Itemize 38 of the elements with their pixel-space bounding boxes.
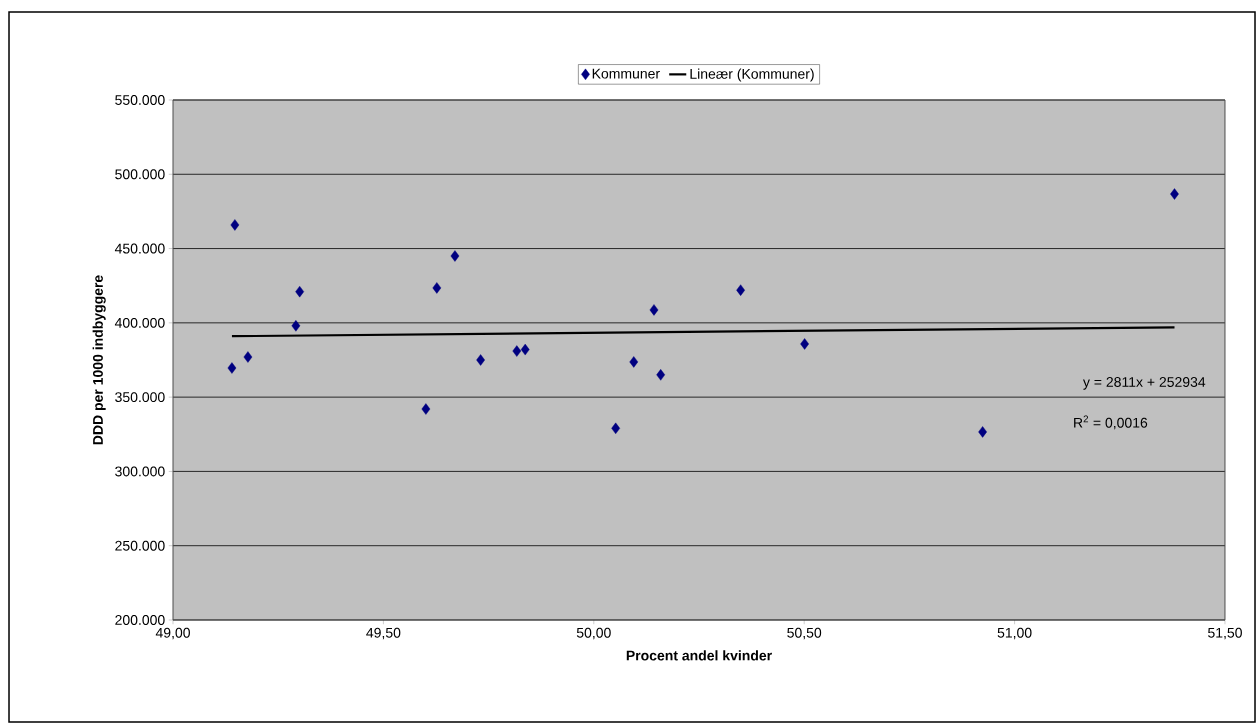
point	[421, 403, 431, 415]
point	[432, 282, 442, 294]
legend-label: Lineær (Kommuner)	[690, 68, 814, 82]
y-tick-label: 550.000	[115, 95, 165, 105]
y-tick-label: 250.000	[115, 540, 165, 551]
x-axis-title: Procent andel kvinder	[626, 650, 772, 661]
point	[978, 426, 987, 438]
annotation: R$^{2}$ = 0,0016	[1074, 415, 1148, 430]
point	[450, 250, 460, 262]
y-axis-title: DDD per 1000 indbyggere	[92, 275, 106, 445]
point	[227, 362, 237, 374]
x-tick-label: 50,00	[576, 627, 611, 640]
point	[230, 219, 240, 231]
point	[629, 356, 639, 368]
point	[649, 304, 659, 316]
y-tick-label: 500.000	[115, 169, 165, 180]
x-tick-label: 49,50	[366, 627, 401, 640]
point	[476, 354, 485, 366]
y-tick-label: 200.000	[115, 615, 165, 625]
point	[512, 345, 522, 357]
point	[736, 284, 745, 296]
point	[291, 320, 301, 332]
point	[656, 369, 666, 381]
point	[611, 422, 621, 435]
x-tick-label: 51,50	[1208, 627, 1242, 640]
y-tick-label: 350.000	[115, 392, 165, 403]
annotation: y = 2811x + 252934	[1082, 377, 1206, 390]
x-tick-label: 50,50	[787, 627, 822, 640]
y-tick-label: 300.000	[115, 466, 165, 477]
point	[800, 338, 809, 350]
x-tick-label: 49,00	[155, 627, 190, 640]
y-tick-label: 400.000	[114, 317, 165, 328]
legend-label: Kommuner	[592, 68, 660, 79]
point	[243, 351, 253, 363]
x-tick-label: 51,00	[997, 627, 1032, 640]
point	[1170, 188, 1179, 200]
point	[520, 343, 530, 356]
y-tick-label: 450.000	[114, 243, 165, 254]
